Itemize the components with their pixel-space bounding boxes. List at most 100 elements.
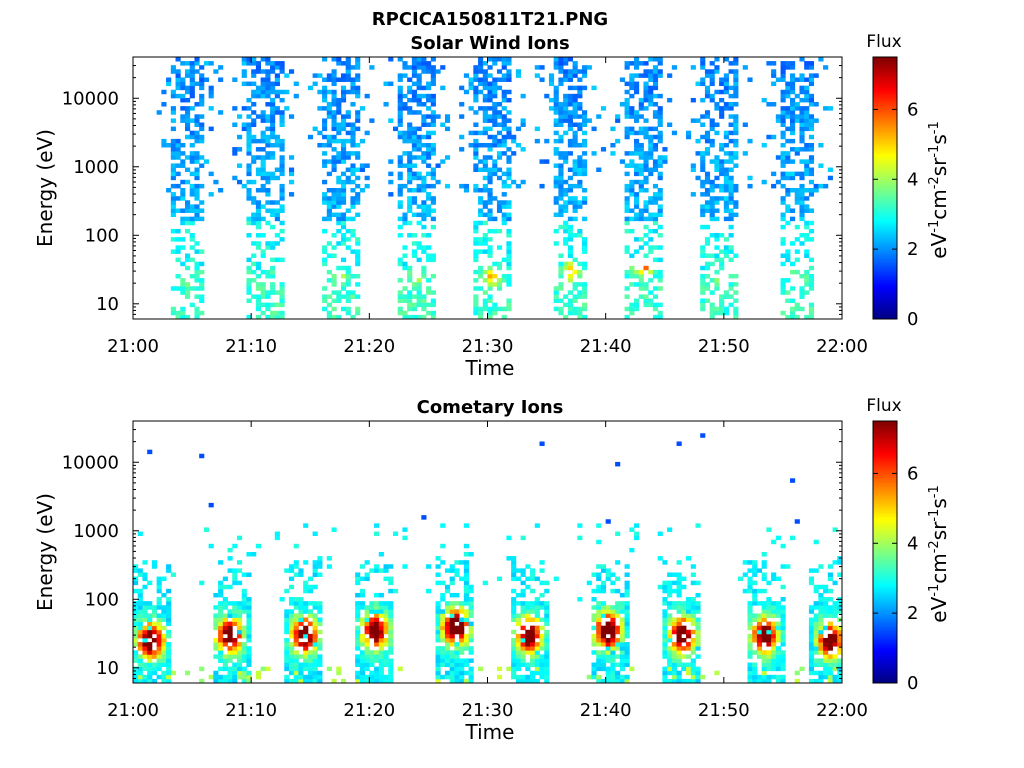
spectrogram-cell (600, 662, 607, 668)
spectrogram-cell (222, 605, 228, 610)
spectrogram-cell (487, 126, 493, 132)
spectrogram-cell (563, 204, 569, 209)
spectrogram-cell (426, 253, 432, 258)
spectrogram-cell (501, 65, 507, 70)
spectrogram-cell (378, 601, 384, 606)
spectrogram-cell (222, 613, 228, 618)
spectrogram-cell (444, 568, 451, 573)
spectrogram-cell (709, 138, 715, 144)
spectrogram-cell (345, 237, 351, 242)
spectrogram-cell (180, 85, 186, 91)
spectrogram-cell (823, 646, 829, 651)
spectrogram-cell (227, 547, 233, 553)
spectrogram-cell (827, 646, 833, 651)
spectrogram-cell (430, 171, 436, 177)
spectrogram-cell (799, 216, 805, 222)
spectrogram-cell (610, 151, 616, 156)
spectrogram-cell (194, 265, 200, 271)
spectrogram-cell (709, 69, 715, 74)
spectrogram-cell (747, 613, 753, 618)
spectrogram-cell (624, 646, 630, 651)
colorbar-segment (873, 135, 897, 139)
spectrogram-cell (596, 617, 602, 622)
spectrogram-cell (558, 253, 564, 258)
spectrogram-cell (719, 298, 725, 304)
colorbar-segment (873, 159, 897, 163)
spectrogram-cell (487, 85, 493, 91)
spectrogram-cell (421, 245, 427, 250)
spectrogram-cell (170, 249, 176, 254)
spectrogram-cell (501, 220, 507, 226)
spectrogram-cell (496, 57, 503, 62)
spectrogram-cell (775, 666, 781, 672)
spectrogram-cell (515, 568, 521, 573)
spectrogram-cell (525, 605, 531, 610)
spectrogram-cell (265, 302, 271, 308)
spectrogram-cell (619, 637, 625, 643)
spectrogram-cell (520, 637, 526, 643)
spectrogram-cell (397, 224, 403, 230)
spectrogram-cell (615, 118, 621, 123)
spectrogram-cell (411, 286, 417, 291)
spectrogram-cell (482, 204, 488, 209)
spectrogram-cell (558, 261, 564, 267)
spectrogram-cell (426, 310, 432, 316)
spectrogram-cell (279, 147, 285, 152)
spectrogram-cell (714, 159, 720, 164)
spectrogram-cell (832, 678, 838, 684)
spectrogram-cell (274, 110, 280, 115)
spectrogram-cell (147, 678, 153, 684)
spectrogram-cell (364, 613, 370, 618)
spectrogram-cell (808, 122, 815, 127)
spectrogram-cell (525, 646, 531, 651)
spectrogram-cell (714, 237, 720, 242)
spectrogram-cell (506, 118, 512, 123)
spectrogram-cell (657, 584, 663, 590)
spectrogram-cell (534, 597, 540, 602)
spectrogram-cell (251, 61, 257, 66)
spectrogram-cell (416, 314, 422, 320)
spectrogram-cell (331, 159, 337, 164)
spectrogram-cell (255, 61, 262, 66)
spectrogram-cell (771, 572, 777, 577)
spectrogram-cell (364, 654, 370, 659)
spectrogram-cell (823, 662, 829, 668)
spectrogram-cell (378, 613, 384, 618)
spectrogram-cell (567, 253, 573, 258)
spectrogram-cell (827, 564, 833, 569)
spectrogram-cell (303, 617, 309, 622)
spectrogram-cell (780, 61, 786, 66)
spectrogram-cell (199, 138, 205, 144)
spectrogram-cell (482, 61, 488, 66)
spectrogram-cell (473, 269, 479, 275)
spectrogram-cell (671, 662, 677, 668)
spectrogram-cell (766, 637, 772, 643)
spectrogram-cell (142, 654, 148, 659)
spectrogram-cell (813, 568, 819, 573)
spectrogram-cell (374, 605, 380, 610)
spectrogram-cell (756, 654, 763, 659)
spectrogram-cell (643, 233, 649, 238)
spectrogram-cell (161, 658, 167, 663)
spectrogram-cell (142, 642, 148, 647)
spectrogram-cell (563, 73, 569, 78)
spectrogram-cell (166, 564, 172, 569)
spectrogram-cell (411, 65, 417, 70)
spectrogram-cell (823, 605, 829, 610)
spectrogram-cell (790, 114, 796, 119)
spectrogram-cell (780, 224, 786, 230)
spectrogram-cell (430, 196, 436, 201)
spectrogram-cell (279, 89, 285, 95)
colorbar-segment (873, 578, 897, 581)
spectrogram-cell (643, 61, 649, 66)
spectrogram-cell (553, 306, 559, 312)
spectrogram-cell (246, 290, 252, 295)
spectrogram-cell (402, 310, 408, 316)
spectrogram-cell (775, 621, 781, 627)
spectrogram-cell (704, 253, 711, 258)
spectrogram-cell (695, 592, 701, 598)
spectrogram-cell (355, 654, 361, 659)
spectrogram-cell (430, 208, 436, 213)
spectrogram-cell (837, 670, 843, 676)
spectrogram-cell (359, 188, 366, 193)
